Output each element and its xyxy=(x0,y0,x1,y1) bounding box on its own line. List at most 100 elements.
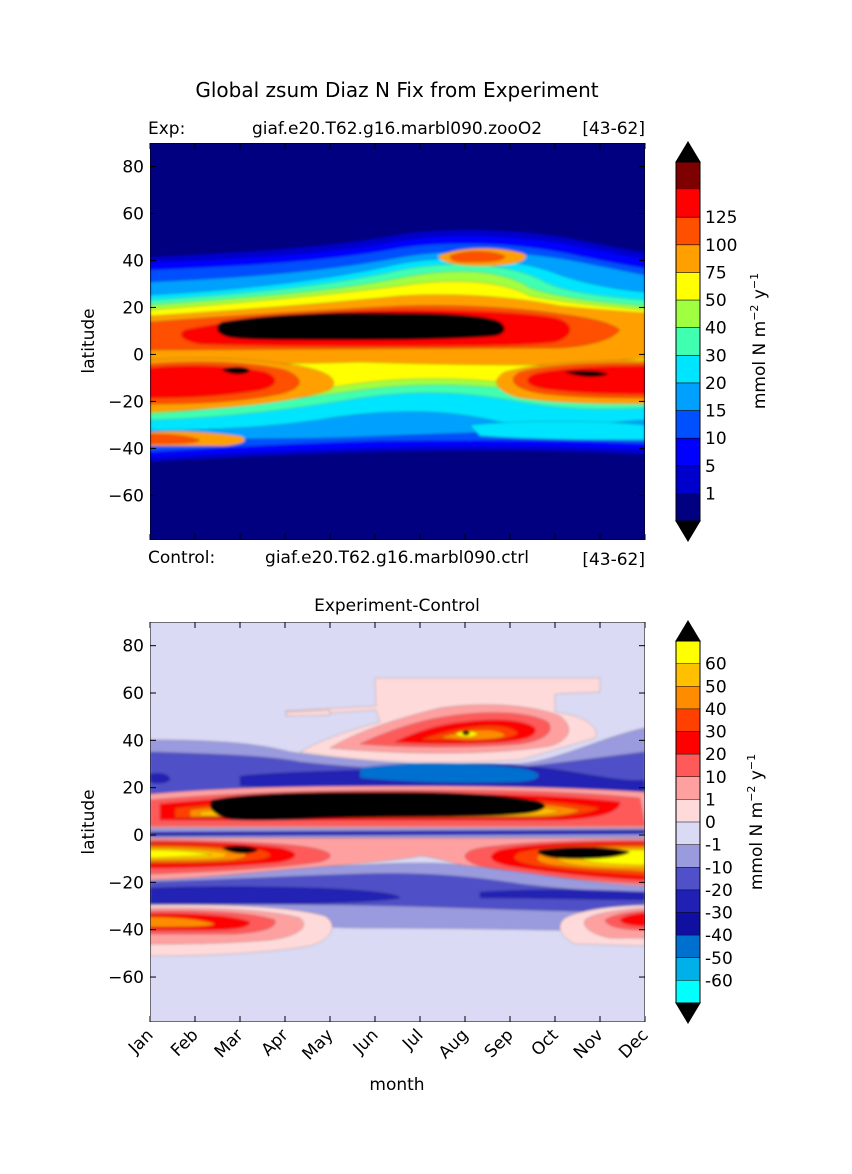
bottom-region-over-south xyxy=(221,845,259,854)
colorbar-tick-label: 30 xyxy=(705,723,727,743)
top-y-ticks: 80 60 40 20 0 −20 −40 −60 xyxy=(108,157,645,506)
colorbar-swatch xyxy=(676,957,700,981)
y-tick-label: 60 xyxy=(122,204,144,224)
colorbar-tick-label: 1 xyxy=(705,484,716,504)
top-region-over-south xyxy=(221,366,251,375)
colorbar-swatch xyxy=(676,438,700,466)
colorbar-tick-label: -30 xyxy=(705,904,733,924)
colorbar-over-arrow xyxy=(675,141,701,163)
colorbar-swatch xyxy=(676,889,700,913)
colorbar-swatch xyxy=(676,708,700,732)
y-tick-label: 20 xyxy=(122,298,144,318)
cbar-label-base: mmol N m xyxy=(750,321,770,409)
colorbar-frame xyxy=(675,640,701,1004)
colorbar-swatch xyxy=(676,300,700,328)
exp-case: giaf.e20.T62.g16.marbl090.zooO2 xyxy=(252,119,542,139)
cbar-label-mid: y xyxy=(750,289,770,304)
colorbar-tick-label: 60 xyxy=(705,655,727,675)
exp-label: Exp: xyxy=(148,119,185,139)
x-tick-label: Feb xyxy=(167,1025,202,1060)
colorbar-tick-label: 20 xyxy=(705,374,727,394)
colorbar-swatch xyxy=(676,410,700,439)
y-tick-label: 80 xyxy=(122,157,144,177)
colorbar-swatch xyxy=(676,776,700,800)
y-tick-label: −60 xyxy=(108,486,144,506)
colorbar-under-arrow xyxy=(675,520,701,542)
y-tick-label: −20 xyxy=(108,873,144,893)
x-tick-label: Jun xyxy=(349,1025,383,1059)
bottom-region-neg20-southeast xyxy=(479,889,645,901)
cbar2-label-exp2: −1 xyxy=(745,754,758,770)
colorbar-swatch xyxy=(676,465,700,494)
top-region-125-southeast xyxy=(527,365,645,395)
bottom-region-neg20-west xyxy=(150,773,171,784)
exp-years: [43-62] xyxy=(582,119,645,139)
y-tick-label: 80 xyxy=(122,637,144,657)
colorbar-swatch xyxy=(676,980,700,1003)
svg-text:mmol N m−2 y−1: mmol N m−2 y−1 xyxy=(745,754,767,890)
bottom-region-neg20-south xyxy=(150,886,401,905)
colorbar-swatch xyxy=(676,327,700,356)
ctrl-years: [43-62] xyxy=(582,550,645,570)
colorbar-tick-label: -20 xyxy=(705,881,733,901)
colorbar-tick-label: 50 xyxy=(705,677,727,697)
cbar2-label-base: mmol N m xyxy=(747,802,767,890)
bottom-region-40-sw xyxy=(150,916,216,928)
colorbar-swatch xyxy=(676,731,700,755)
y-tick-label: −20 xyxy=(108,392,144,412)
colorbar-swatch xyxy=(676,382,700,411)
colorbar-swatch xyxy=(676,754,700,777)
bottom-region-neg40-north xyxy=(359,763,539,784)
y-tick-label: 40 xyxy=(122,251,144,271)
colorbar-swatch xyxy=(676,493,700,521)
colorbar-frame xyxy=(675,161,701,522)
diff-title: Experiment-Control xyxy=(314,596,480,616)
colorbar-swatch xyxy=(676,244,700,273)
bottom-region-30-se xyxy=(619,912,645,927)
top-x-ticks xyxy=(149,143,646,540)
y-tick-label: 20 xyxy=(122,779,144,799)
y-tick-label: 0 xyxy=(133,345,144,365)
colorbar-swatch xyxy=(676,641,700,664)
y-tick-label: −40 xyxy=(108,439,144,459)
colorbar-tick-label: 5 xyxy=(705,457,716,477)
colorbar-under-arrow xyxy=(675,1002,701,1024)
bottom-region-equator-line xyxy=(150,829,645,837)
cbar2-label-mid: y xyxy=(747,770,767,785)
colorbar-tick-label: -60 xyxy=(705,971,733,991)
x-tick-label: Apr xyxy=(258,1025,293,1060)
x-tick-label: Sep xyxy=(481,1025,518,1062)
bottom-region-over-north xyxy=(209,791,545,821)
colorbar-tick-label: 125 xyxy=(705,208,737,228)
y-tick-label: −60 xyxy=(108,968,144,988)
bottom-region-over-southeast xyxy=(537,846,631,859)
colorbar-swatch xyxy=(676,686,700,709)
colorbar-swatch xyxy=(676,867,700,890)
cbar2-label-exp1: −2 xyxy=(745,786,758,802)
bottom-region-60-south xyxy=(150,849,213,859)
bottom-heatmap xyxy=(150,622,645,1022)
colorbar-swatch xyxy=(676,272,700,301)
y-tick-label: 0 xyxy=(133,826,144,846)
colorbar-tick-label: 20 xyxy=(705,745,727,765)
top-region-100-sw xyxy=(150,433,201,445)
colorbar-tick-label: 1 xyxy=(705,790,716,810)
colorbar-tick-label: -10 xyxy=(705,858,733,878)
colorbar-tick-label: 75 xyxy=(705,263,727,283)
colorbar-swatch xyxy=(676,912,700,936)
colorbar-swatch xyxy=(676,935,700,958)
colorbar-tick-label: 50 xyxy=(705,291,727,311)
y-tick-label: −40 xyxy=(108,921,144,941)
x-tick-label: Jan xyxy=(124,1025,157,1058)
bottom-region-over-north-plume xyxy=(461,730,471,736)
colorbar-tick-label: 0 xyxy=(705,813,716,833)
colorbar-tick-label: -40 xyxy=(705,926,733,946)
x-tick-label: Oct xyxy=(528,1025,563,1060)
colorbar-swatch xyxy=(676,189,700,218)
x-tick-label: May xyxy=(299,1025,338,1064)
top-cbar-label: mmol N m−2 y−1 xyxy=(748,273,770,409)
colorbar-swatch xyxy=(676,822,700,845)
